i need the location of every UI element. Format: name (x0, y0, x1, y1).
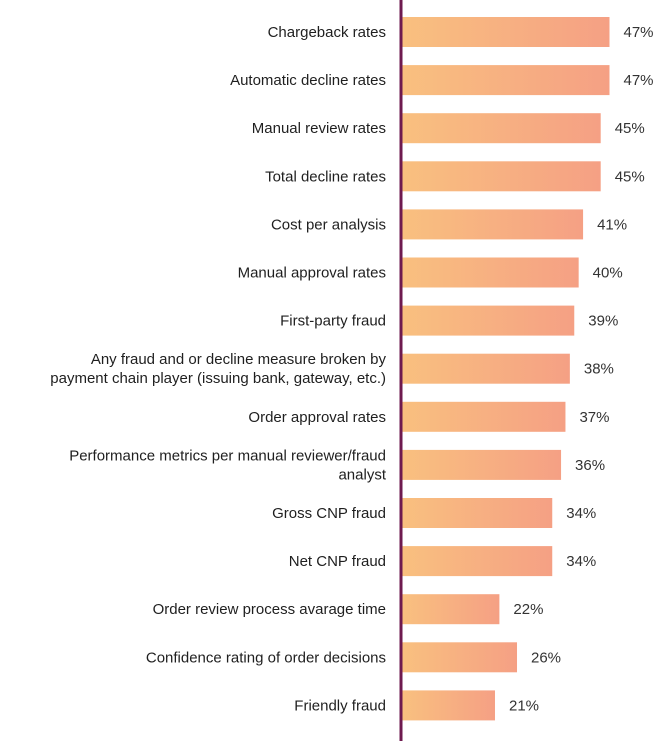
bar (402, 209, 584, 240)
value-label: 40% (593, 265, 623, 282)
category-label: Manual review rates (252, 120, 386, 137)
bar (402, 449, 562, 480)
category-label: Chargeback rates (268, 24, 386, 41)
value-label: 21% (509, 697, 539, 714)
bar (402, 17, 610, 47)
bars-group (402, 17, 610, 721)
category-label: Confidence rating of order decisions (146, 649, 386, 666)
category-label-line: analyst (338, 466, 386, 483)
value-label: 22% (513, 601, 543, 618)
category-label-line: First-party fraud (280, 313, 386, 330)
value-label: 26% (531, 649, 561, 666)
value-labels-group: 47% 47% 45% 45% 41% 40% 39% 38% 37% 36% 34% 34% 22% 2… (509, 24, 654, 714)
value-label: 47% (624, 24, 654, 41)
category-label: Gross CNP fraud (272, 505, 386, 522)
bar (402, 113, 601, 144)
category-label-line: Friendly fraud (294, 697, 386, 714)
bar (402, 161, 601, 192)
category-label-line: Performance metrics per manual reviewer/… (69, 447, 386, 464)
bar (402, 690, 495, 721)
category-label: Cost per analysis (271, 216, 386, 233)
category-labels-group: Chargeback rates Automatic decline rates M… (50, 24, 387, 714)
value-label: 37% (579, 409, 609, 426)
category-label: Manual approval rates (238, 265, 386, 282)
value-label: 34% (566, 553, 596, 570)
bar (402, 546, 553, 577)
category-label-line: Manual approval rates (238, 265, 386, 282)
value-label: 47% (624, 72, 654, 89)
category-label-line: Order approval rates (248, 409, 386, 426)
value-label: 41% (597, 216, 627, 233)
bar (402, 594, 500, 625)
category-label-line: Order review process avarage time (153, 601, 386, 618)
bar (402, 305, 575, 336)
category-label: Performance metrics per manual reviewer/… (69, 447, 387, 483)
category-label: Friendly fraud (294, 697, 386, 714)
category-label-line: Chargeback rates (268, 24, 386, 41)
category-label: Total decline rates (265, 168, 386, 185)
category-label-line: Manual review rates (252, 120, 386, 137)
category-label-line: Gross CNP fraud (272, 505, 386, 522)
category-label-line: Confidence rating of order decisions (146, 649, 386, 666)
value-label: 34% (566, 505, 596, 522)
value-label: 45% (615, 168, 645, 185)
value-label: 45% (615, 120, 645, 137)
bar (402, 642, 518, 673)
category-label: Automatic decline rates (230, 72, 386, 89)
bar (402, 257, 579, 288)
category-label-line: Cost per analysis (271, 216, 386, 233)
category-label-line: Total decline rates (265, 168, 386, 185)
category-label-line: Any fraud and or decline measure broken … (91, 351, 387, 368)
category-label-line: payment chain player (issuing bank, gate… (50, 370, 386, 387)
category-label: Any fraud and or decline measure broken … (50, 351, 386, 387)
category-label: Order approval rates (248, 409, 386, 426)
value-label: 39% (588, 313, 618, 330)
category-label: Net CNP fraud (289, 553, 386, 570)
bar (402, 65, 610, 96)
value-label: 38% (584, 361, 614, 378)
category-label: Order review process avarage time (153, 601, 386, 618)
value-label: 36% (575, 457, 605, 474)
bar (402, 353, 570, 384)
category-label-line: Automatic decline rates (230, 72, 386, 89)
category-label-line: Net CNP fraud (289, 553, 386, 570)
bar (402, 498, 553, 528)
category-label: First-party fraud (280, 313, 386, 330)
bar (402, 401, 566, 432)
